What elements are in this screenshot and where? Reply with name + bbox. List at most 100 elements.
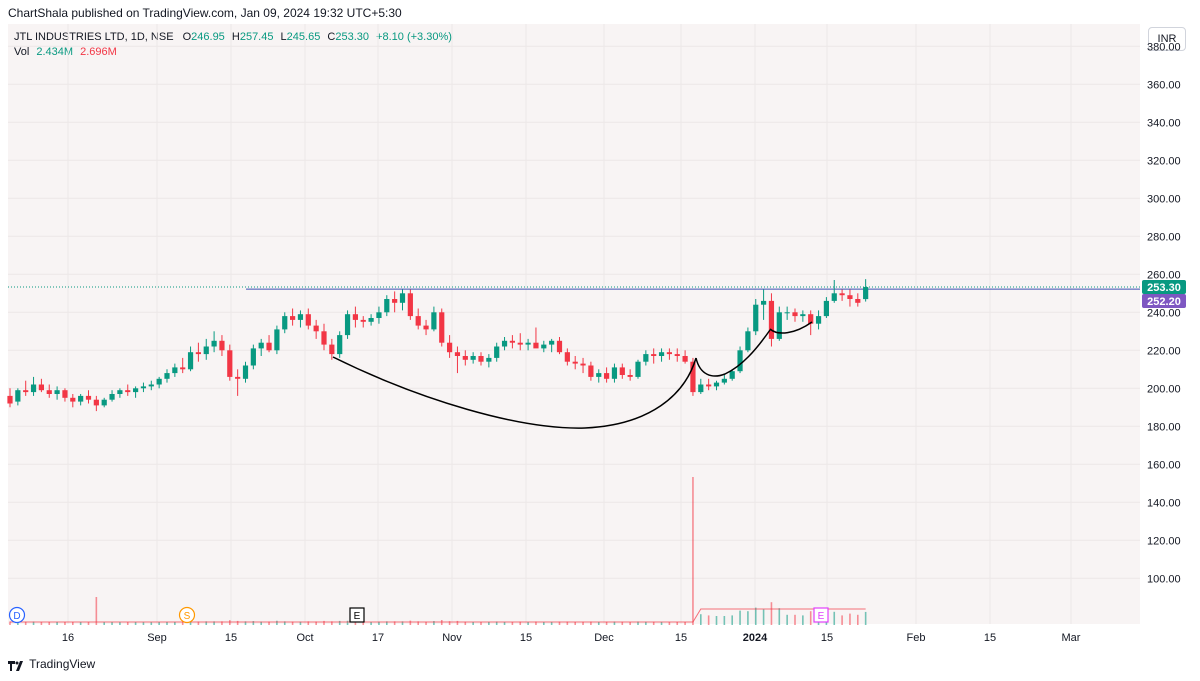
volume-bar [291, 621, 294, 625]
candle-body [651, 354, 657, 356]
volume-bar [338, 620, 341, 625]
candle-body [698, 384, 704, 393]
candle-body [713, 382, 720, 387]
candle-body [258, 342, 264, 349]
publisher-line: ChartShala published on TradingView.com,… [8, 6, 402, 20]
candle-body [674, 354, 680, 356]
candle-body [313, 325, 319, 332]
candle-body [706, 384, 712, 387]
currency-button[interactable]: INR [1148, 27, 1186, 51]
candle-body [721, 378, 727, 383]
candle-body [564, 352, 570, 362]
volume-bar [637, 621, 639, 625]
volume-bar [158, 622, 160, 625]
candle-body [78, 395, 84, 402]
footer-brand: TradingView [29, 657, 96, 671]
volume-bar [597, 621, 600, 625]
candle-body [101, 399, 107, 406]
candle-body [439, 312, 445, 343]
level-price-label: 252.20 [1147, 296, 1181, 308]
candle-body [855, 299, 861, 303]
event-label: E [354, 611, 361, 622]
candle-body [737, 350, 743, 372]
candle-body [62, 390, 68, 398]
volume-bar [24, 621, 27, 625]
volume-bar [64, 621, 66, 625]
y-tick-label: 180.00 [1147, 421, 1181, 433]
candle-body [30, 384, 37, 393]
legend-close-label: C [327, 31, 336, 43]
earnings-marker [813, 607, 829, 623]
y-tick-label: 100.00 [1147, 573, 1181, 585]
y-tick-label: 260.00 [1147, 269, 1181, 281]
volume-bar [205, 621, 208, 625]
volume-bar [299, 621, 302, 625]
x-tick-label: 15 [984, 632, 996, 644]
price-axis[interactable]: 100.00 120.00 140.00 160.00 180.00 200.00 220.… [1147, 41, 1181, 585]
volume-bar [48, 621, 51, 625]
candle-body [431, 312, 437, 330]
legend-vol-1: 2.434M [36, 46, 74, 58]
volume-bar [150, 622, 153, 625]
candle-body [588, 365, 594, 377]
volume-bar [417, 621, 419, 625]
volume-bar [354, 621, 357, 625]
candle-body [54, 390, 60, 394]
volume-bar [425, 621, 427, 625]
x-tick-label: Feb [907, 632, 926, 644]
volume-bar [519, 621, 522, 625]
candle-body [360, 319, 366, 322]
candle-body [808, 314, 814, 324]
candles [7, 279, 869, 412]
y-tick-label: 220.00 [1147, 345, 1181, 357]
volume-bar [40, 621, 43, 625]
candle-body [148, 384, 154, 387]
candle-body [753, 304, 759, 332]
volume-bar [715, 616, 718, 625]
earnings-marker [349, 607, 365, 623]
candle-body [549, 340, 555, 345]
volume-bar [550, 621, 553, 625]
plot-area[interactable] [8, 24, 1140, 624]
volume-bar [809, 611, 812, 625]
candle-body [70, 397, 76, 402]
volume-bar [590, 621, 592, 625]
candle-body [768, 300, 775, 339]
candle-body [501, 340, 508, 347]
volume-bar [79, 622, 82, 625]
volume-bar [283, 621, 286, 625]
top-bar: ChartShala published on TradingView.com,… [0, 0, 1200, 24]
candle-body [423, 325, 429, 330]
candle-body [164, 373, 170, 379]
volume-bar [362, 622, 365, 625]
candle-body [815, 316, 822, 324]
volume-bar [605, 621, 608, 625]
y-tick-label: 200.00 [1147, 383, 1181, 395]
volume-bar [9, 621, 11, 625]
volume-bar [126, 622, 129, 625]
candle-body [38, 384, 44, 391]
volume-bar [668, 622, 671, 625]
volume-bar [268, 621, 270, 625]
legend-high: 257.45 [239, 31, 274, 43]
candle-body [533, 342, 539, 349]
candle-body [376, 312, 382, 318]
candle-body [792, 312, 798, 317]
candle-body [470, 356, 476, 360]
volume-bar [574, 621, 576, 625]
event-label: S [184, 611, 191, 622]
y-tick-label: 340.00 [1147, 117, 1181, 129]
volume-bars [9, 477, 867, 625]
y-tick-label: 240.00 [1147, 307, 1181, 319]
candle-body [297, 314, 304, 320]
candle-body [478, 356, 484, 362]
time-axis[interactable]: 16 Sep 15 Oct 17 Nov 15 Dec 15 2024 15 Feb 15 Mar [62, 632, 1081, 644]
candle-body [125, 390, 131, 393]
candle-body [117, 390, 123, 394]
legend-vol-label: Vol [14, 46, 30, 58]
volume-bar [833, 611, 836, 625]
volume-bar [731, 615, 733, 625]
candle-body [611, 367, 618, 379]
x-tick-label: 15 [225, 632, 237, 644]
